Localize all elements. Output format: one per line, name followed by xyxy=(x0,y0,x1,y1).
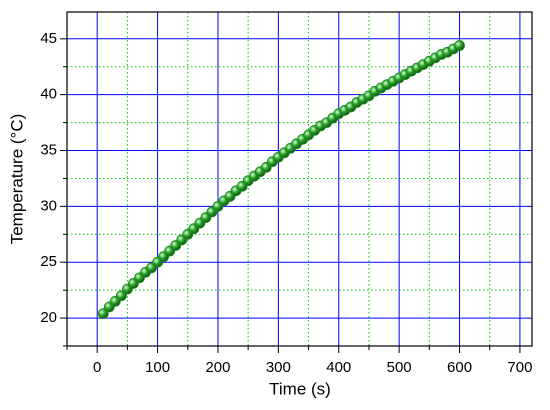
x-tick-label: 100 xyxy=(145,359,170,376)
y-tick-label: 45 xyxy=(40,30,57,47)
y-tick-label: 35 xyxy=(40,141,57,158)
x-axis-label: Time (s) xyxy=(269,379,331,398)
x-tick-label: 600 xyxy=(447,359,472,376)
y-tick-label: 20 xyxy=(40,309,57,326)
y-tick-label: 25 xyxy=(40,253,57,270)
data-point xyxy=(454,40,465,51)
data-point xyxy=(115,290,127,302)
y-tick-label: 40 xyxy=(40,86,57,103)
x-tick-label: 400 xyxy=(326,359,351,376)
data-point xyxy=(97,308,109,320)
plot-frame xyxy=(66,11,533,347)
y-axis-label: Temperature (°C) xyxy=(7,114,26,245)
x-tick-label: 500 xyxy=(387,359,412,376)
x-tick-label: 0 xyxy=(93,359,101,376)
x-tick-label: 700 xyxy=(507,359,532,376)
y-tick-label: 30 xyxy=(40,197,57,214)
x-tick-label: 300 xyxy=(266,359,291,376)
x-tick-label: 200 xyxy=(205,359,230,376)
